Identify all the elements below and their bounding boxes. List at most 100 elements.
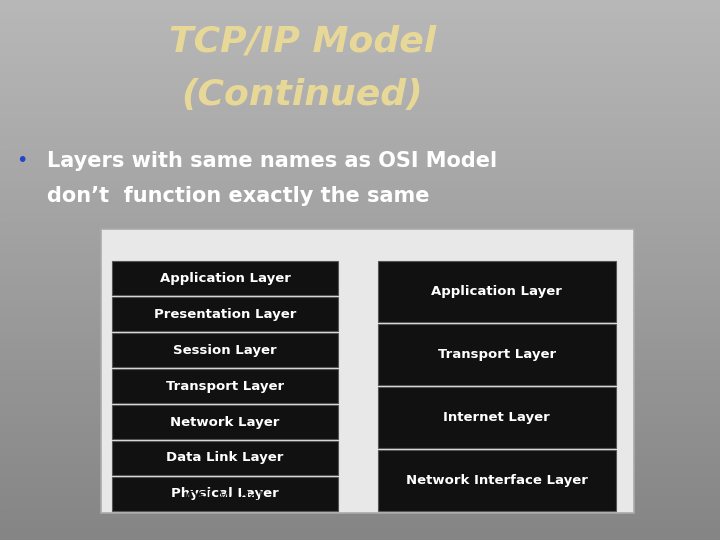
Bar <box>0 500 720 504</box>
Bar <box>0 90 720 94</box>
Bar <box>0 436 720 441</box>
Text: don’t  function exactly the same: don’t function exactly the same <box>47 186 429 206</box>
Bar <box>0 387 720 392</box>
Bar <box>0 297 720 301</box>
FancyBboxPatch shape <box>112 441 338 475</box>
Bar <box>0 320 720 324</box>
Text: Transport Layer: Transport Layer <box>438 348 556 361</box>
Bar <box>0 446 720 450</box>
Bar <box>0 68 720 72</box>
Bar <box>0 261 720 266</box>
Bar <box>0 486 720 490</box>
Bar <box>0 94 720 99</box>
Bar <box>0 212 720 216</box>
Bar <box>0 144 720 148</box>
Bar <box>0 27 720 31</box>
Bar <box>0 468 720 472</box>
Bar <box>0 347 720 351</box>
Bar <box>0 139 720 144</box>
Bar <box>0 360 720 364</box>
Bar <box>0 288 720 293</box>
Bar <box>0 279 720 284</box>
FancyBboxPatch shape <box>378 387 616 448</box>
Text: Internet Layer: Internet Layer <box>444 411 550 424</box>
Bar <box>0 472 720 477</box>
Text: Application Layer: Application Layer <box>160 272 290 285</box>
Bar <box>0 230 720 234</box>
Bar <box>0 220 720 225</box>
Bar <box>0 252 720 256</box>
Bar <box>0 63 720 68</box>
FancyBboxPatch shape <box>112 477 338 511</box>
Bar <box>0 504 720 509</box>
Bar <box>0 104 720 108</box>
Bar <box>0 355 720 360</box>
Bar <box>0 441 720 445</box>
Bar <box>0 513 720 517</box>
Bar <box>0 374 720 378</box>
Bar <box>0 477 720 482</box>
Bar <box>0 432 720 436</box>
Bar <box>0 185 720 189</box>
FancyBboxPatch shape <box>112 298 338 331</box>
Text: (Continued): (Continued) <box>181 78 423 112</box>
Bar <box>0 216 720 220</box>
Bar <box>0 526 720 531</box>
Bar <box>0 0 720 4</box>
Text: OSI Model: OSI Model <box>186 491 264 505</box>
Bar <box>0 396 720 401</box>
Bar <box>0 301 720 306</box>
Bar <box>0 243 720 247</box>
Bar <box>0 270 720 274</box>
Bar <box>0 306 720 310</box>
Bar <box>0 315 720 320</box>
Bar <box>0 99 720 104</box>
Bar <box>0 31 720 36</box>
Bar <box>0 490 720 495</box>
Text: Network Layer: Network Layer <box>171 416 279 429</box>
FancyBboxPatch shape <box>112 405 338 439</box>
Bar <box>0 293 720 297</box>
Bar <box>0 135 720 139</box>
Bar <box>0 45 720 50</box>
Text: Data Link Layer: Data Link Layer <box>166 451 284 464</box>
Bar <box>0 108 720 112</box>
Bar <box>0 239 720 243</box>
Bar <box>0 207 720 212</box>
Bar <box>0 364 720 369</box>
Bar <box>0 324 720 328</box>
Text: Network Interface Layer: Network Interface Layer <box>406 474 588 487</box>
Bar <box>0 455 720 459</box>
Bar <box>0 328 720 333</box>
Bar <box>0 193 720 198</box>
FancyBboxPatch shape <box>112 261 338 295</box>
Bar <box>0 18 720 23</box>
Bar <box>0 23 720 27</box>
Text: Presentation Layer: Presentation Layer <box>154 308 296 321</box>
Text: Application Layer: Application Layer <box>431 285 562 298</box>
FancyBboxPatch shape <box>112 333 338 367</box>
Bar <box>0 274 720 279</box>
Bar <box>0 378 720 382</box>
FancyBboxPatch shape <box>378 324 616 385</box>
Bar <box>0 148 720 153</box>
Bar <box>0 266 720 270</box>
Bar <box>0 162 720 166</box>
Bar <box>0 225 720 229</box>
Bar <box>0 234 720 239</box>
Text: TCP/IP Model: TCP/IP Model <box>448 491 546 505</box>
Bar <box>0 333 720 338</box>
Text: TCP/IP Model: TCP/IP Model <box>168 24 436 58</box>
Bar <box>0 463 720 468</box>
Bar <box>0 131 720 135</box>
Text: Transport Layer: Transport Layer <box>166 380 284 393</box>
Bar <box>0 284 720 288</box>
Bar <box>0 85 720 90</box>
Bar <box>0 189 720 193</box>
Bar <box>0 153 720 158</box>
Text: •: • <box>16 151 27 170</box>
FancyBboxPatch shape <box>378 450 616 511</box>
Bar <box>0 40 720 45</box>
Bar <box>0 342 720 347</box>
Bar <box>0 459 720 463</box>
